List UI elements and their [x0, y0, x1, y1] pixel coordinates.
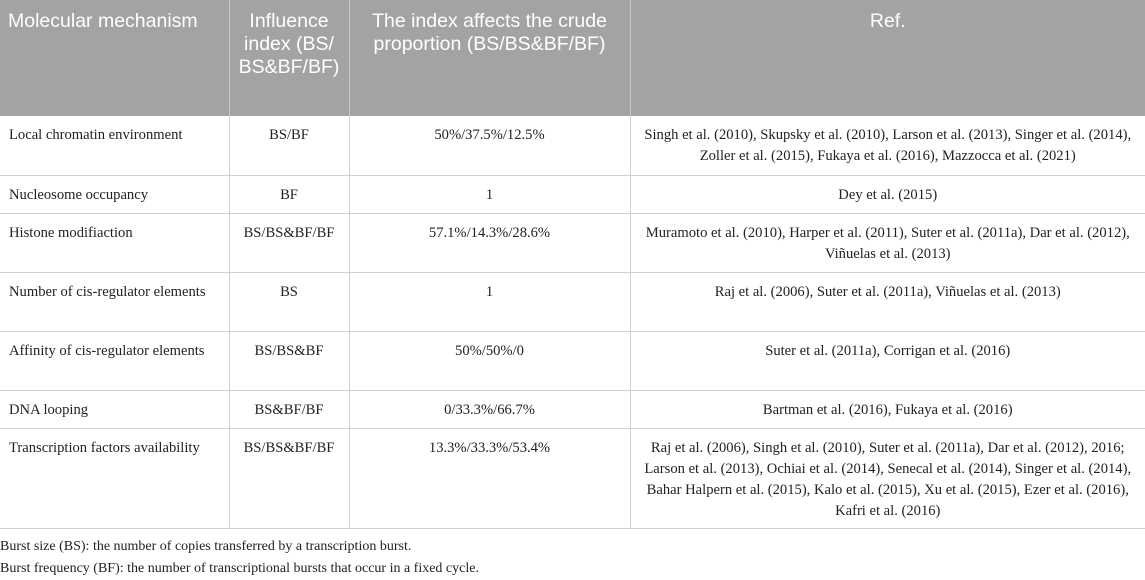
cell-ref: Raj et al. (2006), Suter et al. (2011a),… — [629, 272, 1145, 332]
cell-ref: Dey et al. (2015) — [629, 175, 1145, 214]
cell-index: BS/BS&BF/BF — [228, 428, 349, 529]
header-molecular-mechanism: Molecular mechanism — [0, 0, 229, 116]
table-row: Affinity of cis-regulator elements BS/BS… — [0, 331, 1145, 391]
footnote-burst-size: Burst size (BS): the number of copies tr… — [0, 539, 412, 554]
table-row: Nucleosome occupancy BF 1 Dey et al. (20… — [0, 175, 1145, 214]
header-influence-index: Influence index (BS/ BS&BF/BF) — [228, 0, 349, 116]
cell-ref: Bartman et al. (2016), Fukaya et al. (20… — [629, 390, 1145, 429]
cell-mechanism: Transcription factors availability — [0, 428, 229, 529]
cell-proportion: 1 — [348, 175, 630, 214]
cell-mechanism: DNA looping — [0, 390, 229, 429]
cell-ref: Muramoto et al. (2010), Harper et al. (2… — [629, 213, 1145, 273]
cell-index: BS — [228, 272, 349, 332]
table-row: Local chromatin environment BS/BF 50%/37… — [0, 116, 1145, 176]
footnote-burst-frequency: Burst frequency (BF): the number of tran… — [0, 561, 479, 576]
cell-mechanism: Histone modifiaction — [0, 213, 229, 273]
table-header-row: Molecular mechanism Influence index (BS/… — [0, 0, 1145, 116]
cell-proportion: 0/33.3%/66.7% — [348, 390, 630, 429]
cell-index: BS/BS&BF — [228, 331, 349, 391]
cell-ref: Suter et al. (2011a), Corrigan et al. (2… — [629, 331, 1145, 391]
mechanism-table: Molecular mechanism Influence index (BS/… — [0, 0, 1145, 529]
cell-index: BS&BF/BF — [228, 390, 349, 429]
header-ref: Ref. — [629, 0, 1145, 116]
cell-mechanism: Affinity of cis-regulator elements — [0, 331, 229, 391]
cell-proportion: 50%/50%/0 — [348, 331, 630, 391]
cell-ref: Raj et al. (2006), Singh et al. (2010), … — [629, 428, 1145, 529]
cell-proportion: 1 — [348, 272, 630, 332]
cell-index: BS/BS&BF/BF — [228, 213, 349, 273]
cell-index: BF — [228, 175, 349, 214]
cell-mechanism: Local chromatin environment — [0, 116, 229, 176]
cell-proportion: 57.1%/14.3%/28.6% — [348, 213, 630, 273]
cell-ref: Singh et al. (2010), Skupsky et al. (201… — [629, 116, 1145, 176]
table-row: Transcription factors availability BS/BS… — [0, 428, 1145, 529]
cell-index: BS/BF — [228, 116, 349, 176]
cell-mechanism: Nucleosome occupancy — [0, 175, 229, 214]
table-row: Histone modifiaction BS/BS&BF/BF 57.1%/1… — [0, 213, 1145, 273]
cell-proportion: 50%/37.5%/12.5% — [348, 116, 630, 176]
header-crude-proportion: The index affects the crude proportion (… — [348, 0, 630, 116]
table-footnotes: Burst size (BS): the number of copies tr… — [0, 536, 479, 580]
table-row: Number of cis-regulator elements BS 1 Ra… — [0, 272, 1145, 332]
cell-mechanism: Number of cis-regulator elements — [0, 272, 229, 332]
cell-proportion: 13.3%/33.3%/53.4% — [348, 428, 630, 529]
table-row: DNA looping BS&BF/BF 0/33.3%/66.7% Bartm… — [0, 390, 1145, 429]
